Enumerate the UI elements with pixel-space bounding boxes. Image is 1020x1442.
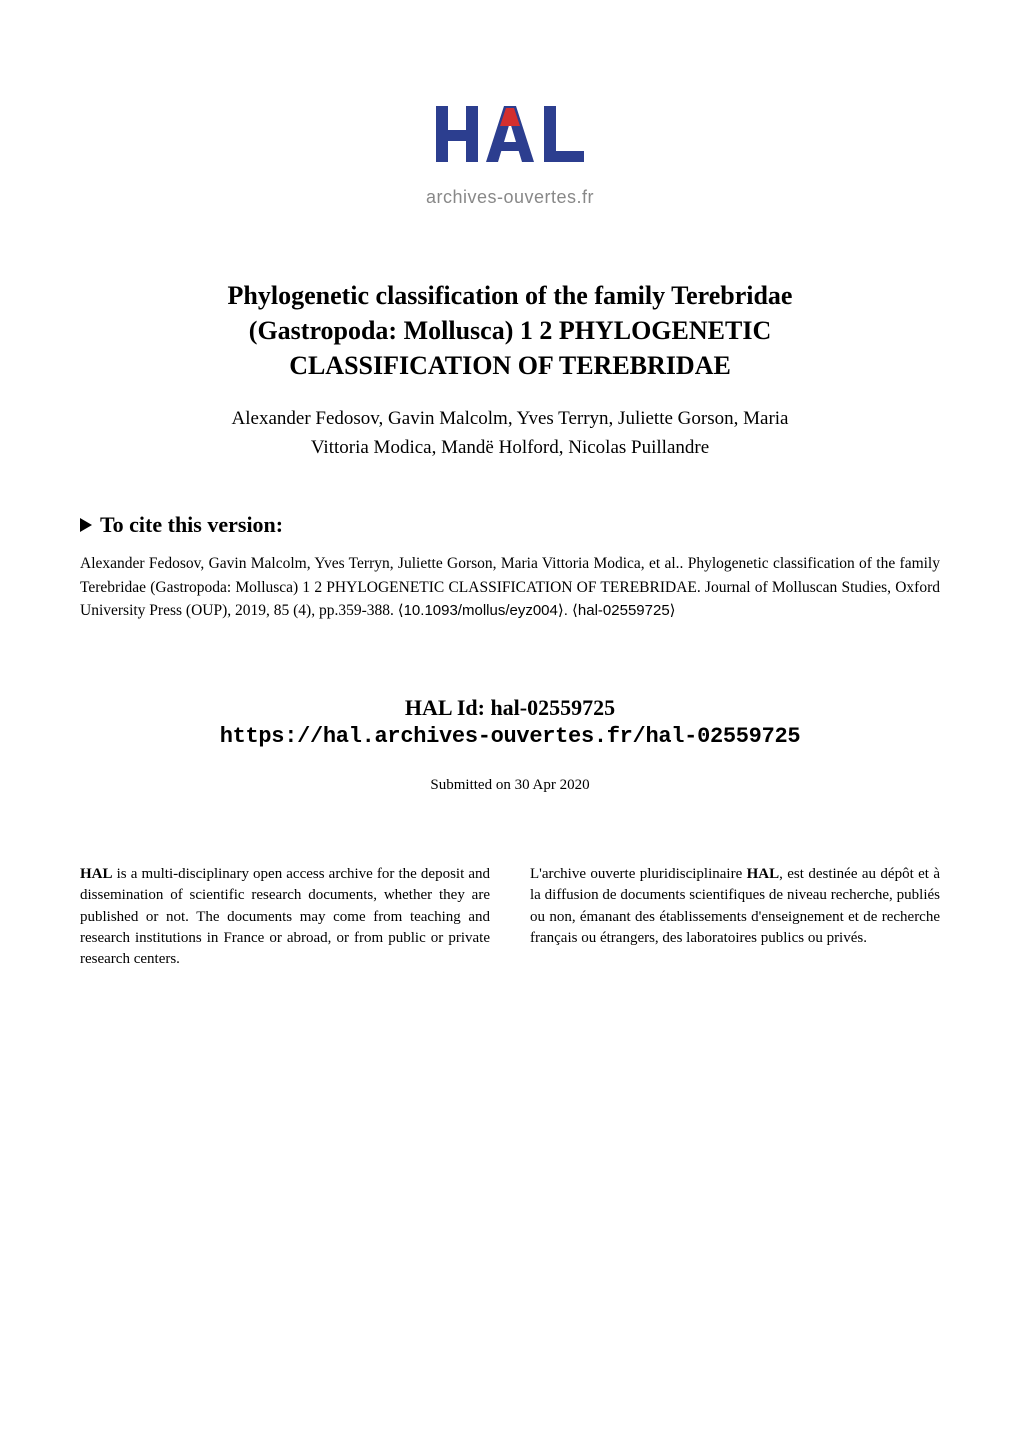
right-lead: HAL — [747, 866, 780, 882]
right-prefix: L'archive ouverte pluridisciplinaire — [530, 866, 747, 882]
hal-logo-text: archives-ouvertes.fr — [80, 187, 940, 208]
authors-line-1: Alexander Fedosov, Gavin Malcolm, Yves T… — [80, 405, 940, 434]
description-columns: HAL is a multi-disciplinary open access … — [80, 864, 940, 970]
hal-id: HAL Id: hal-02559725 — [80, 692, 940, 724]
cite-heading-text: To cite this version: — [100, 512, 283, 538]
right-column: L'archive ouverte pluridisciplinaire HAL… — [530, 864, 940, 970]
title-line-1: Phylogenetic classification of the famil… — [80, 278, 940, 313]
left-column: HAL is a multi-disciplinary open access … — [80, 864, 490, 970]
hal-id-block: HAL Id: hal-02559725 https://hal.archive… — [80, 692, 940, 749]
authors-block: Alexander Fedosov, Gavin Malcolm, Yves T… — [80, 405, 940, 462]
submitted-date: Submitted on 30 Apr 2020 — [80, 777, 940, 794]
citation-doi: ⟨10.1093/mollus/eyz004⟩ — [398, 602, 564, 619]
cite-heading: To cite this version: — [80, 512, 940, 538]
cite-section: To cite this version: Alexander Fedosov,… — [80, 512, 940, 622]
left-body: is a multi-disciplinary open access arch… — [80, 866, 490, 967]
hal-logo-block: archives-ouvertes.fr — [80, 100, 940, 208]
title-line-3: CLASSIFICATION OF TEREBRIDAE — [80, 348, 940, 383]
citation-halref: . ⟨hal-02559725⟩ — [564, 602, 676, 619]
hal-url: https://hal.archives-ouvertes.fr/hal-025… — [80, 724, 940, 749]
paper-title: Phylogenetic classification of the famil… — [80, 278, 940, 383]
citation-text: Alexander Fedosov, Gavin Malcolm, Yves T… — [80, 552, 940, 622]
hal-logo-icon — [430, 100, 590, 178]
title-line-2: (Gastropoda: Mollusca) 1 2 PHYLOGENETIC — [80, 313, 940, 348]
triangle-right-icon — [80, 518, 92, 532]
authors-line-2: Vittoria Modica, Mandë Holford, Nicolas … — [80, 434, 940, 463]
left-lead: HAL — [80, 866, 113, 882]
